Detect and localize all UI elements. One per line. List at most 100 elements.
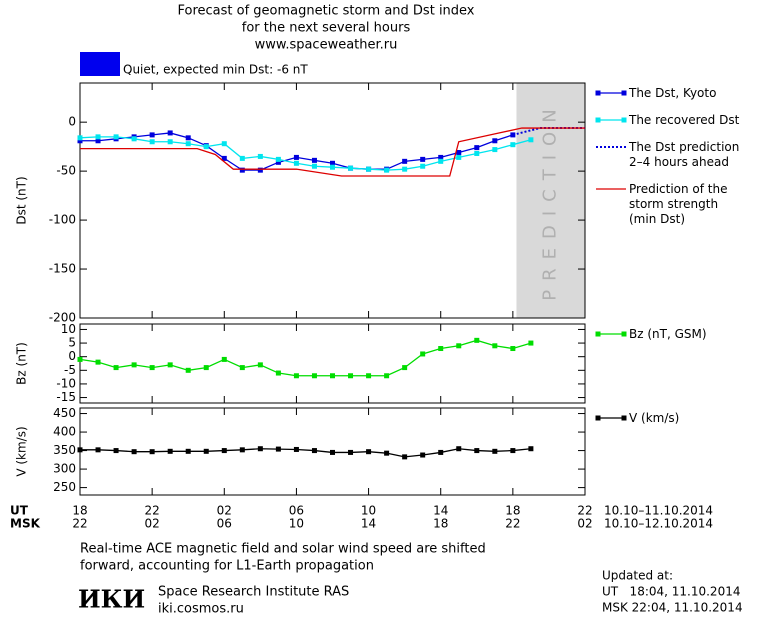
- marker: [402, 454, 408, 460]
- marker: [185, 135, 191, 141]
- marker: [149, 139, 155, 145]
- marker: [311, 157, 317, 163]
- marker: [348, 165, 354, 171]
- marker: [203, 448, 209, 454]
- marker: [438, 154, 444, 160]
- marker: [149, 449, 155, 455]
- marker: [528, 446, 534, 452]
- marker: [402, 365, 408, 371]
- marker: [185, 367, 191, 373]
- legend-marker: [621, 117, 627, 123]
- marker: [221, 448, 227, 454]
- marker: [492, 448, 498, 454]
- marker: [348, 373, 354, 379]
- marker: [474, 145, 480, 151]
- institute: Space Research Institute RAS: [158, 585, 349, 600]
- y-axis-label: Bz (nT): [15, 342, 29, 385]
- legend-marker: [621, 331, 627, 337]
- x-tick-label: 06: [289, 504, 304, 518]
- marker: [384, 167, 390, 173]
- marker: [420, 163, 426, 169]
- prediction-band: [516, 83, 585, 318]
- x-tick-label: 18: [505, 504, 520, 518]
- marker: [402, 158, 408, 164]
- y-tick-label: 450: [53, 406, 76, 420]
- ut-range: 10.10–11.10.2014: [604, 504, 713, 518]
- legend-marker: [595, 415, 601, 421]
- marker: [203, 365, 209, 371]
- line: [80, 448, 531, 458]
- x-tick-label-msk: 02: [145, 517, 160, 531]
- y-tick-label: -15: [56, 390, 76, 404]
- marker: [149, 365, 155, 371]
- marker: [257, 446, 263, 452]
- marker: [167, 362, 173, 368]
- marker: [275, 156, 281, 162]
- marker: [239, 155, 245, 161]
- y-tick-label: -50: [56, 164, 76, 178]
- marker: [438, 346, 444, 352]
- marker: [438, 449, 444, 455]
- y-tick-label: 350: [53, 443, 76, 457]
- marker: [239, 167, 245, 173]
- y-tick-label: 0: [68, 349, 76, 363]
- marker: [510, 448, 516, 454]
- y-tick-label: 400: [53, 425, 76, 439]
- x-tick-label-msk: 18: [433, 517, 448, 531]
- y-axis-label: Dst (nT): [15, 176, 29, 224]
- marker: [113, 365, 119, 371]
- marker: [257, 167, 263, 173]
- marker: [510, 142, 516, 148]
- marker: [311, 163, 317, 169]
- x-tick-label: 22: [145, 504, 160, 518]
- marker: [420, 156, 426, 162]
- legend-marker: [595, 117, 601, 123]
- marker: [221, 141, 227, 147]
- marker: [77, 135, 83, 141]
- marker: [131, 362, 137, 368]
- title: Forecast of geomagnetic storm and Dst in…: [177, 4, 474, 19]
- y-tick-label: 300: [53, 462, 76, 476]
- y-tick-label: 250: [53, 480, 76, 494]
- marker: [330, 164, 335, 170]
- marker: [275, 159, 281, 165]
- y-tick-label: 5: [68, 336, 76, 350]
- marker: [77, 356, 83, 362]
- marker: [167, 139, 173, 145]
- legend-marker: [595, 90, 601, 96]
- plot-frame: [79, 323, 586, 404]
- marker: [95, 138, 101, 144]
- marker: [275, 370, 281, 376]
- updated-msk: MSK 22:04, 11.10.2014: [602, 601, 743, 615]
- prediction-label: PREDICTION: [540, 100, 561, 300]
- logo: ИКИ: [78, 585, 145, 614]
- marker: [239, 447, 245, 453]
- note: Real-time ACE magnetic field and solar w…: [80, 542, 486, 557]
- marker: [293, 154, 299, 160]
- marker: [384, 373, 390, 379]
- marker: [492, 343, 498, 349]
- marker: [203, 144, 209, 150]
- marker: [221, 155, 227, 161]
- marker: [366, 166, 372, 172]
- legend-label: Prediction of the storm strength (min Dst): [629, 182, 728, 226]
- marker: [456, 154, 462, 160]
- msk-range: 10.10–12.10.2014: [604, 517, 713, 531]
- note: forward, accounting for L1-Earth propaga…: [80, 559, 374, 574]
- x-tick-label: 14: [433, 504, 448, 518]
- legend-label: The Dst prediction 2–4 hours ahead: [628, 140, 739, 169]
- x-tick-label: 02: [217, 504, 232, 518]
- marker: [131, 136, 137, 142]
- marker: [528, 137, 534, 143]
- marker: [528, 340, 534, 346]
- marker: [257, 362, 263, 368]
- marker: [149, 132, 155, 138]
- msk-label: MSK: [10, 517, 41, 531]
- marker: [348, 449, 354, 455]
- marker: [77, 447, 83, 453]
- marker: [438, 158, 444, 164]
- marker: [239, 365, 245, 371]
- url: www.spaceweather.ru: [255, 38, 398, 53]
- legend-label: Bz (nT, GSM): [629, 327, 707, 341]
